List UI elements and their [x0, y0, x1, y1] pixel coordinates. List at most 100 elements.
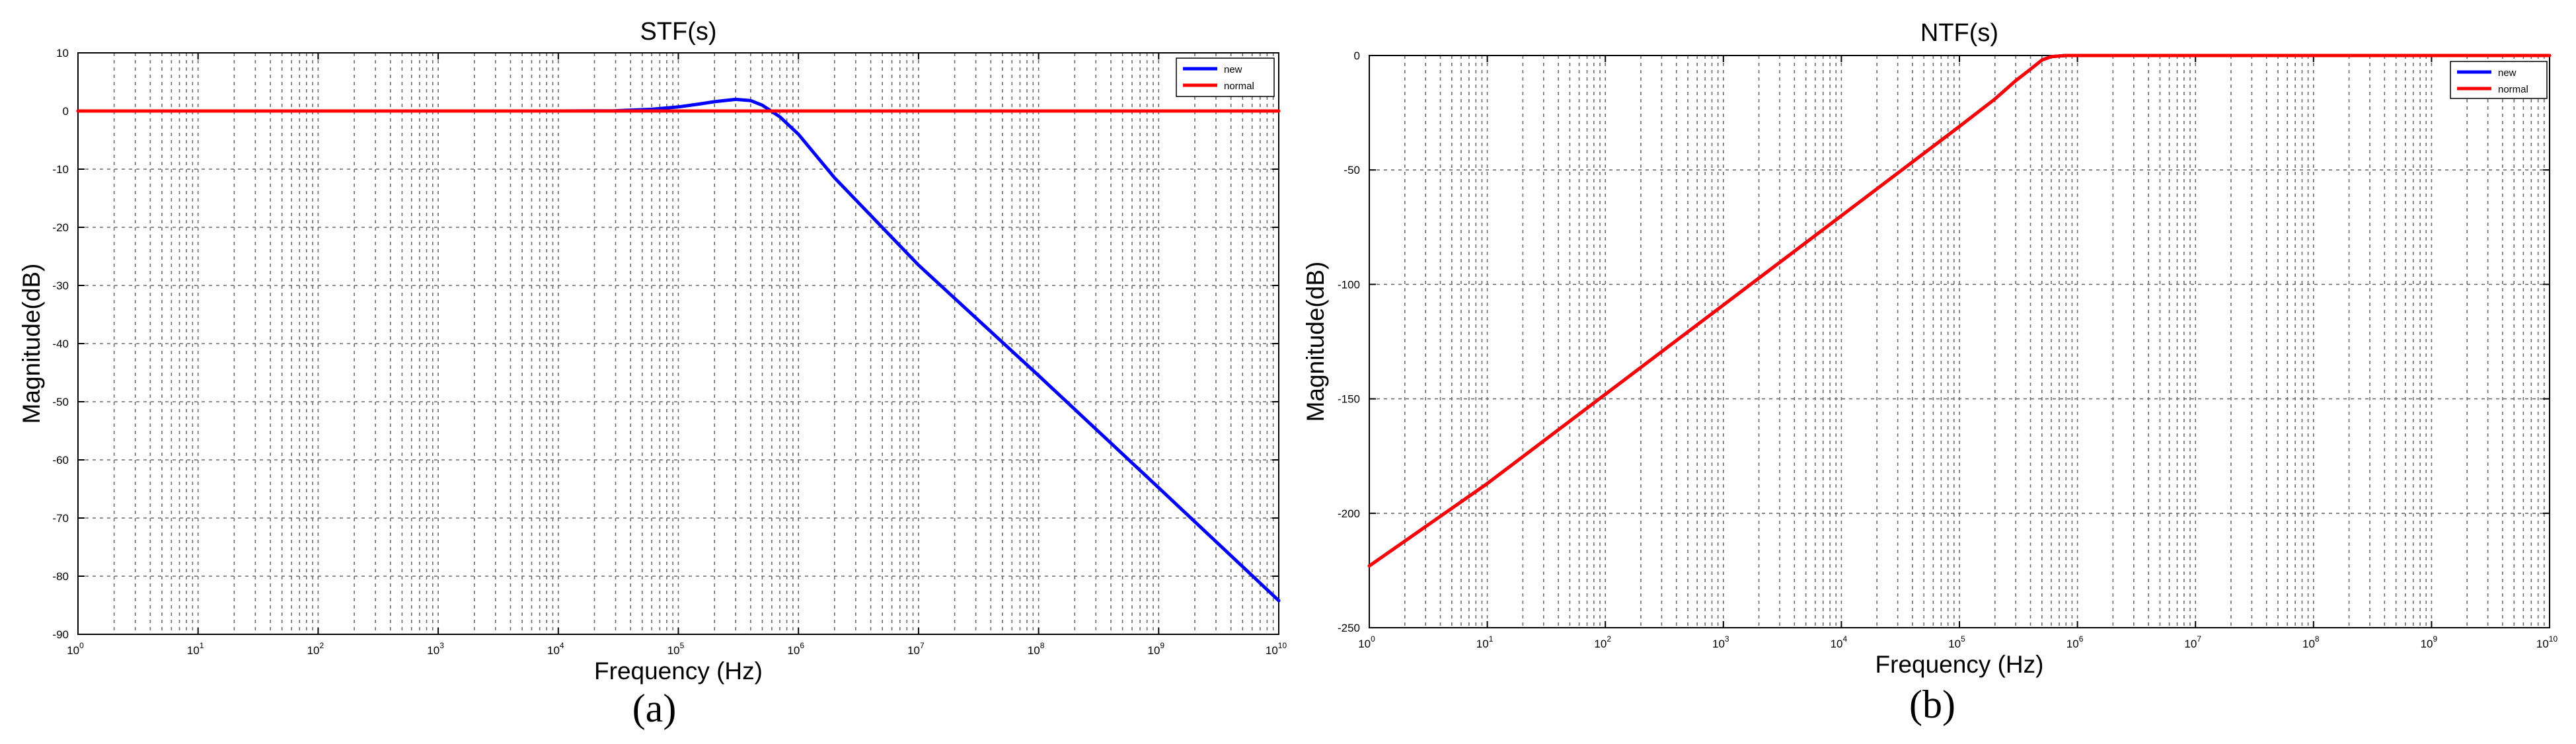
x-tick-label: 1010 [2536, 634, 2558, 650]
x-tick-exponent: 1 [200, 641, 204, 650]
series-lines [76, 97, 1281, 603]
x-tick-label: 100 [1358, 634, 1375, 650]
x-tick-exponent: 3 [439, 641, 444, 650]
x-tick-exponent: 4 [560, 641, 564, 650]
x-tick-base: 10 [1147, 644, 1160, 657]
legend: new normal [2450, 61, 2548, 99]
x-tick-exponent: 5 [680, 641, 685, 650]
x-tick-label: 100 [67, 641, 84, 657]
x-tick-base: 10 [187, 644, 200, 657]
x-tick-base: 10 [67, 644, 79, 657]
x-tick-base: 10 [667, 644, 680, 657]
y-tick-label: 0 [63, 105, 69, 118]
x-tick-label: 105 [1948, 634, 1965, 650]
series-line-normal [1367, 54, 2552, 568]
x-tick-exponent: 10 [1278, 641, 1287, 650]
legend-label-new: new [2498, 67, 2517, 79]
y-tick-label: -20 [52, 221, 69, 234]
panel-caption: (b) [1909, 683, 1955, 726]
x-tick-label: 106 [2066, 634, 2084, 650]
y-tick-label: -40 [52, 338, 69, 350]
x-tick-base: 10 [2536, 638, 2549, 650]
y-tick-label: -50 [1344, 164, 1360, 176]
legend-label-normal: normal [1224, 81, 1254, 92]
chart-title: NTF(s) [1920, 19, 1998, 47]
x-tick-exponent: 10 [2549, 634, 2558, 644]
x-tick-label: 101 [1476, 634, 1494, 650]
x-tick-exponent: 8 [2315, 634, 2320, 644]
y-tick-label: -250 [1338, 622, 1360, 634]
tick-marks [1369, 55, 2550, 628]
y-axis-label: Magnitude(dB) [1302, 262, 1329, 422]
x-tick-label: 103 [427, 641, 444, 657]
grid-lines [78, 53, 1279, 634]
x-tick-label: 104 [547, 641, 564, 657]
x-tick-base: 10 [1358, 638, 1371, 650]
x-tick-exponent: 5 [1961, 634, 1965, 644]
chart-title: STF(s) [640, 18, 716, 46]
x-tick-label: 102 [1594, 634, 1611, 650]
chart-panel-stf: 100 101 102 103 104 105 106 107 108 109 1010100-10… [18, 18, 1287, 730]
legend-box [1176, 57, 1275, 97]
x-tick-label: 101 [187, 641, 204, 657]
legend-box [2450, 61, 2548, 99]
x-tick-exponent: 9 [2433, 634, 2438, 644]
series-lines [1367, 54, 2552, 568]
legend: new normal [1176, 57, 1275, 97]
x-tick-base: 10 [1266, 644, 1278, 657]
x-tick-exponent: 7 [920, 641, 925, 650]
x-tick-exponent: 0 [79, 641, 84, 650]
y-tick-label: -150 [1338, 393, 1360, 406]
x-tick-exponent: 7 [2197, 634, 2201, 644]
y-tick-label: -90 [52, 628, 69, 641]
x-tick-base: 10 [307, 644, 320, 657]
grid-lines [1369, 56, 2550, 628]
x-tick-base: 10 [1831, 638, 1843, 650]
legend-label-new: new [1224, 64, 1242, 75]
y-tick-label: -10 [52, 163, 69, 176]
y-tick-label: -30 [52, 279, 69, 292]
x-tick-exponent: 9 [1160, 641, 1164, 650]
y-tick-label: -50 [52, 396, 69, 408]
x-tick-label: 104 [1831, 634, 1848, 650]
panel-caption: (a) [632, 687, 677, 730]
x-tick-exponent: 8 [1040, 641, 1045, 650]
x-tick-label: 108 [1028, 641, 1045, 657]
y-tick-label: 0 [1354, 50, 1360, 62]
x-tick-exponent: 1 [1489, 634, 1494, 644]
x-tick-exponent: 3 [1725, 634, 1729, 644]
x-tick-base: 10 [1948, 638, 1961, 650]
y-tick-label: -200 [1338, 507, 1360, 520]
x-tick-base: 10 [1594, 638, 1607, 650]
x-tick-base: 10 [2421, 638, 2433, 650]
y-axis-label: Magnitude(dB) [18, 264, 45, 424]
x-tick-base: 10 [1476, 638, 1489, 650]
x-tick-exponent: 4 [1843, 634, 1848, 644]
x-tick-exponent: 6 [800, 641, 804, 650]
x-tick-base: 10 [547, 644, 560, 657]
y-tick-label: -80 [52, 570, 69, 583]
x-tick-label: 109 [2421, 634, 2438, 650]
x-axis-label: Frequency (Hz) [594, 657, 763, 685]
x-tick-label: 109 [1147, 641, 1164, 657]
y-tick-label: -100 [1338, 278, 1360, 291]
x-tick-base: 10 [2302, 638, 2315, 650]
chart-panel-ntf: 100 101 102 103 104 105 106 107 108 109 10100-50-1… [1302, 19, 2557, 726]
x-tick-base: 10 [907, 644, 920, 657]
y-tick-label: 10 [56, 47, 69, 59]
y-tick-label: -70 [52, 512, 69, 525]
x-tick-base: 10 [2184, 638, 2197, 650]
y-tick-label: -60 [52, 454, 69, 466]
x-tick-label: 1010 [1266, 641, 1287, 657]
x-tick-base: 10 [427, 644, 439, 657]
x-tick-label: 107 [907, 641, 925, 657]
x-tick-exponent: 2 [1607, 634, 1611, 644]
x-tick-label: 107 [2184, 634, 2201, 650]
x-tick-label: 103 [1712, 634, 1729, 650]
x-axis-label: Frequency (Hz) [1875, 651, 2044, 678]
x-tick-base: 10 [2066, 638, 2079, 650]
x-tick-label: 105 [667, 641, 685, 657]
x-tick-base: 10 [787, 644, 800, 657]
x-tick-exponent: 2 [320, 641, 324, 650]
